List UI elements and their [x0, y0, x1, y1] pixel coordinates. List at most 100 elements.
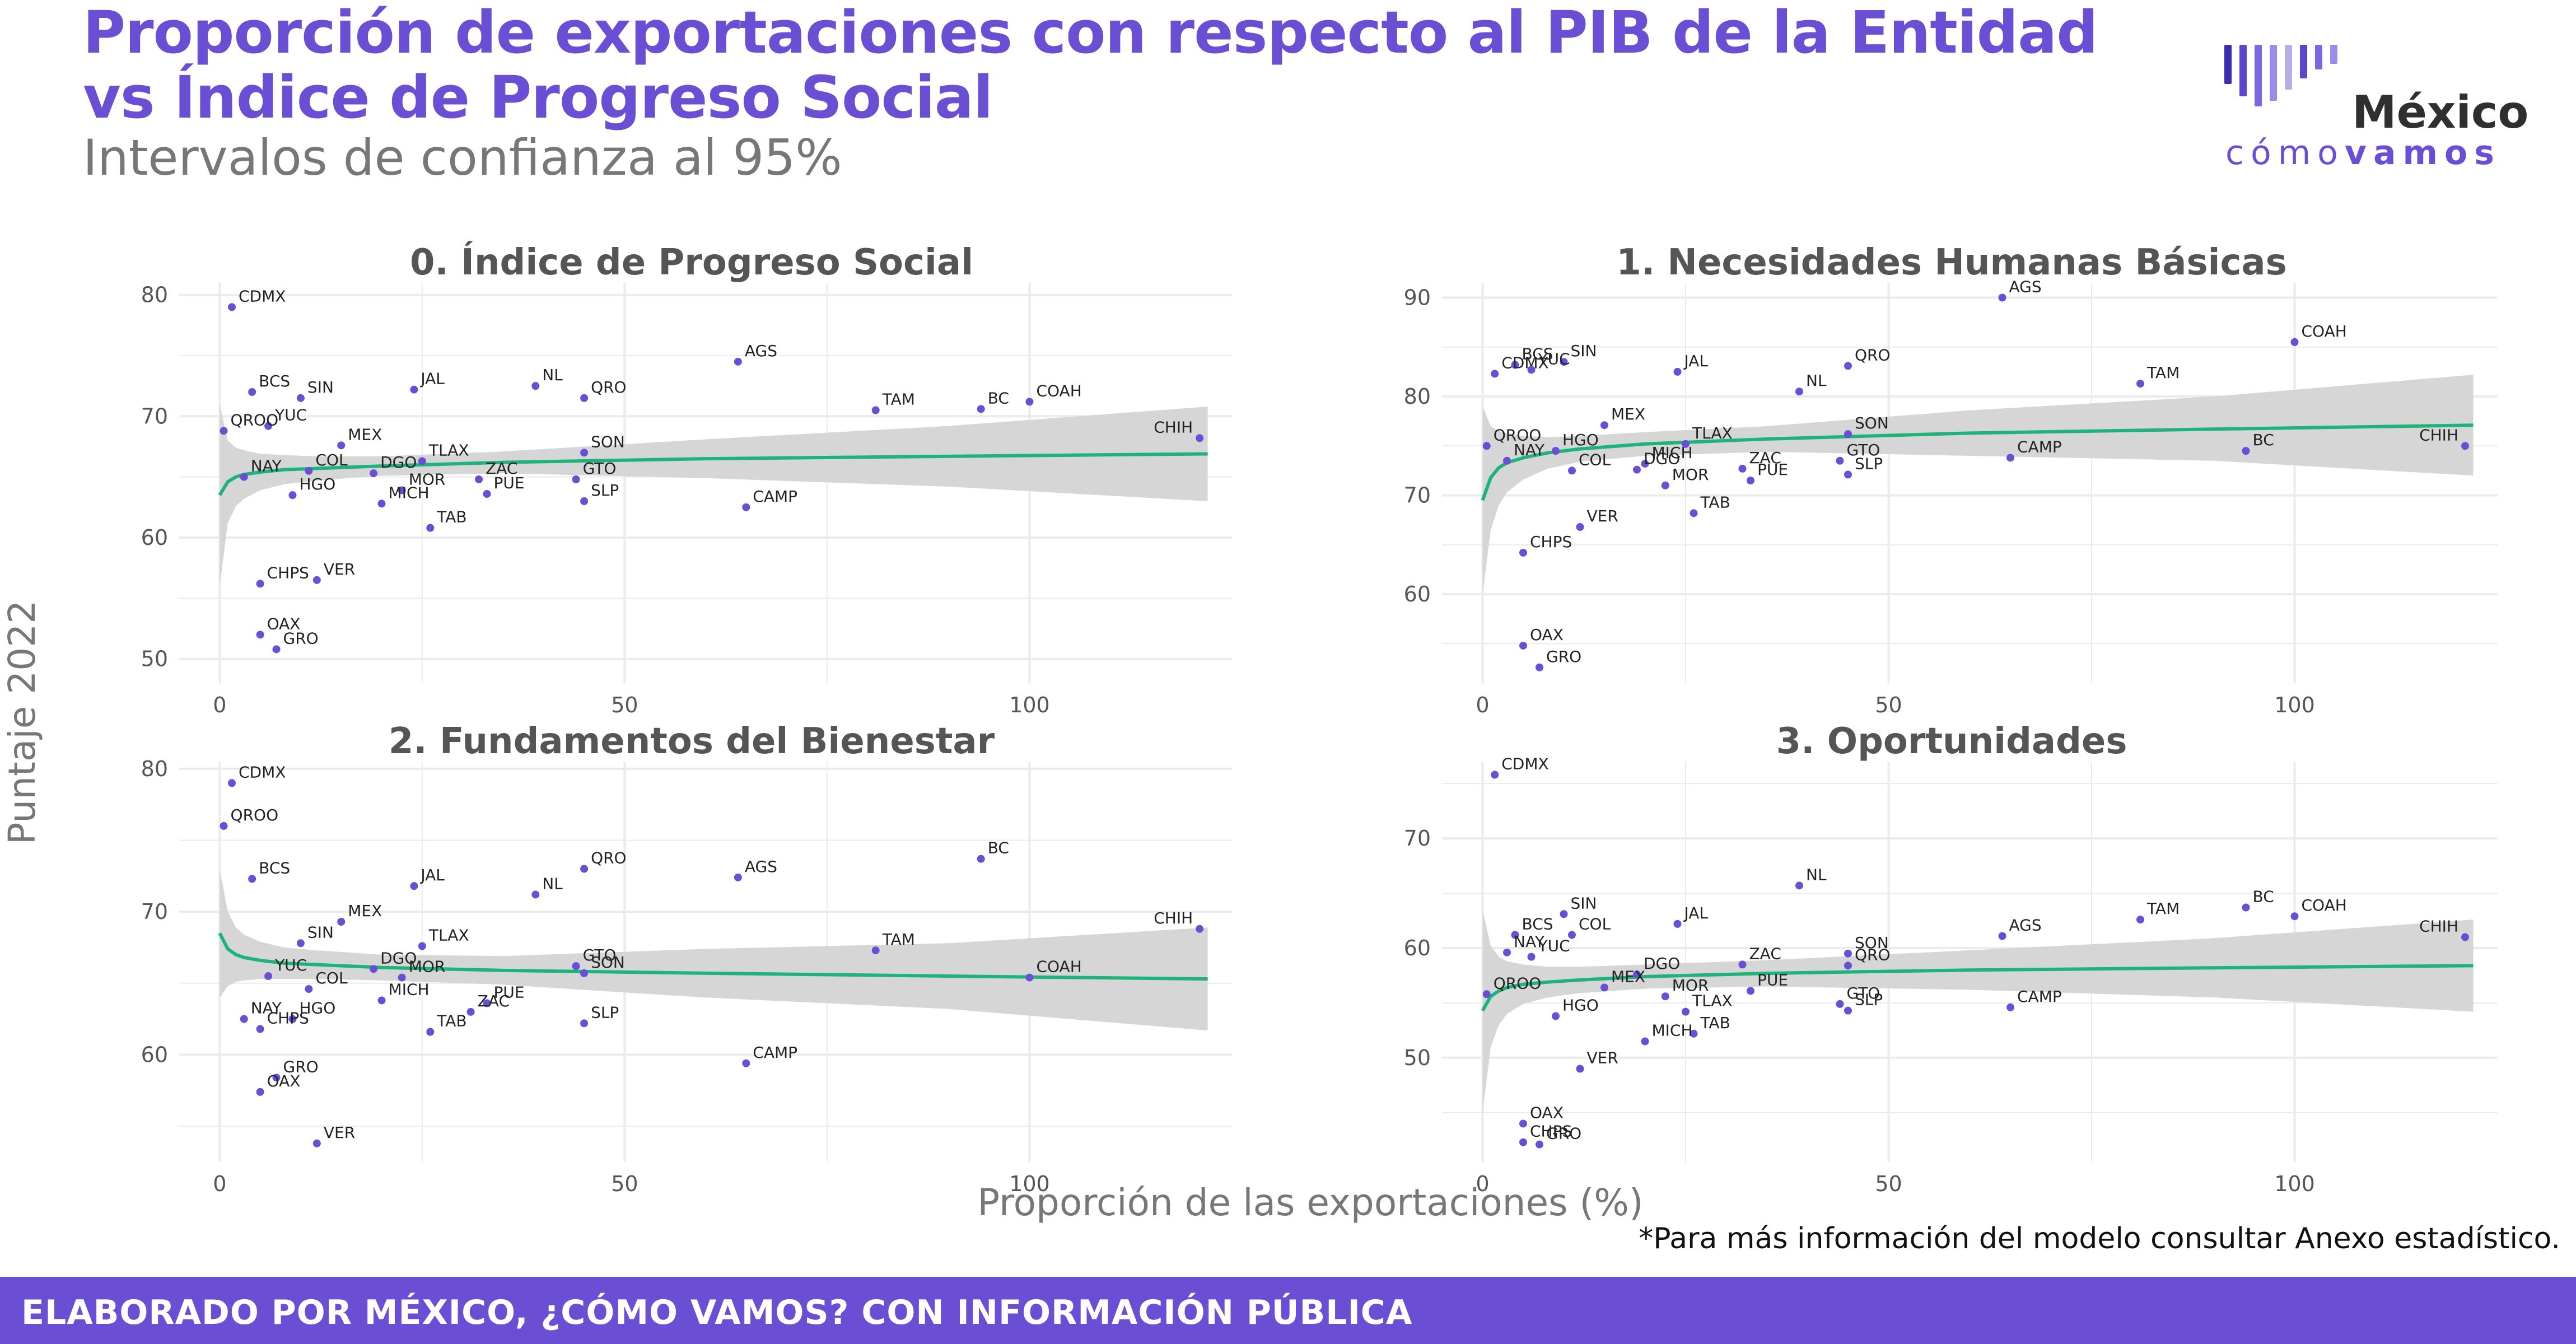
point-label: QRO — [1855, 346, 1891, 364]
data-point — [977, 405, 985, 413]
data-point — [466, 1007, 475, 1016]
data-point — [1795, 881, 1803, 890]
data-point — [1482, 990, 1491, 998]
data-point — [296, 394, 305, 402]
point-label: CHPS — [1530, 1122, 1572, 1141]
title-line-1: Proporción de exportaciones con respecto… — [83, 0, 2098, 67]
data-point — [1519, 641, 1527, 650]
point-label: ZAC — [1749, 449, 1781, 467]
point-label: SON — [1855, 934, 1889, 952]
footer-credit: ELABORADO POR MÉXICO, ¿CÓMO VAMOS? CON I… — [21, 1293, 1413, 1332]
point-label: MEX — [348, 902, 382, 920]
point-label: SIN — [1571, 342, 1597, 360]
data-point — [240, 473, 248, 481]
data-point — [871, 406, 880, 414]
point-label: VER — [1587, 1048, 1618, 1067]
logo-tagline: cómovamos — [2225, 134, 2501, 171]
data-point — [742, 503, 750, 511]
logo-bar — [2239, 45, 2247, 96]
data-point — [220, 822, 228, 830]
data-point — [1511, 361, 1519, 369]
data-point — [426, 524, 435, 532]
point-label: JAL — [419, 370, 445, 388]
point-label: SIN — [307, 378, 334, 396]
data-point — [1641, 460, 1649, 468]
data-point — [1536, 663, 1543, 671]
point-label: CHPS — [267, 563, 309, 582]
point-label: VER — [1587, 507, 1618, 525]
confidence-band — [1482, 909, 2474, 1113]
data-point — [256, 1088, 264, 1096]
data-point — [1673, 920, 1682, 928]
point-label: QROO — [1494, 426, 1542, 444]
data-point — [264, 972, 273, 981]
data-point — [2242, 447, 2250, 455]
data-point — [370, 965, 378, 973]
point-label: YUC — [274, 406, 307, 424]
data-point — [305, 466, 313, 475]
point-label: ZAC — [1749, 944, 1781, 963]
data-point — [734, 357, 742, 366]
data-point — [1491, 370, 1499, 378]
x-tick-label: 100 — [2274, 1172, 2315, 1196]
point-label: GTO — [583, 946, 617, 964]
data-point — [288, 1015, 297, 1023]
y-tick-label: 80 — [1404, 384, 1431, 409]
data-point — [426, 1028, 435, 1036]
point-label: CHIH — [1154, 418, 1193, 436]
point-label: MICH — [1652, 1021, 1693, 1040]
data-point — [296, 939, 305, 948]
data-point — [2461, 933, 2469, 941]
point-label: NAY — [251, 457, 282, 475]
point-label: SLP — [1855, 454, 1883, 473]
point-label: NL — [1806, 371, 1827, 390]
data-point — [1560, 910, 1568, 918]
data-point — [1600, 983, 1608, 992]
point-label: PUE — [494, 983, 525, 1002]
point-label: SIN — [307, 923, 334, 941]
confidence-band — [220, 869, 1208, 1031]
y-tick-label: 60 — [141, 525, 168, 550]
data-point — [288, 491, 297, 500]
point-label: COAH — [2302, 896, 2347, 914]
point-label: HGO — [1562, 431, 1599, 449]
panel-title: 2. Fundamentos del Bienestar — [389, 721, 995, 762]
logo-bar — [2224, 45, 2232, 84]
panel-2: 0 50 100 60 70 80 2. Fundamentos del Bienestar… — [141, 721, 1232, 1196]
point-label: MOR — [1672, 976, 1709, 995]
panel-title: 3. Oportunidades — [1776, 721, 2127, 762]
point-label: JAL — [1683, 352, 1709, 370]
point-label: DGO — [380, 453, 417, 472]
point-label: CDMX — [239, 763, 286, 781]
point-label: SON — [591, 432, 625, 451]
point-label: COL — [1579, 450, 1611, 469]
data-point — [228, 303, 236, 311]
data-point — [312, 576, 321, 584]
point-label: TAB — [1700, 493, 1730, 511]
x-axis-label: Proporción de las exportaciones (%) — [977, 1181, 1643, 1224]
y-tick-label: 60 — [1404, 582, 1431, 606]
y-tick-label: 50 — [141, 647, 168, 671]
point-label: MICH — [1652, 444, 1693, 462]
data-point — [1661, 992, 1669, 1001]
data-point — [1576, 1065, 1584, 1073]
data-point — [370, 469, 378, 478]
point-label: COL — [315, 969, 348, 987]
logo-bars-icon — [2224, 45, 2337, 106]
data-point — [1503, 456, 1511, 465]
point-label: SLP — [591, 481, 619, 500]
data-point — [1025, 973, 1034, 982]
point-label: TLAX — [1692, 424, 1733, 442]
point-label: MOR — [1672, 465, 1709, 484]
point-label: COAH — [2302, 322, 2347, 340]
point-label: TAB — [436, 508, 466, 526]
point-label: QRO — [591, 378, 627, 396]
data-point — [248, 388, 256, 396]
point-label: CAMP — [2017, 987, 2062, 1006]
point-label: AGS — [745, 342, 777, 360]
data-point — [398, 973, 406, 982]
data-point — [2290, 912, 2299, 921]
point-label: SIN — [1571, 894, 1597, 912]
data-point — [1844, 362, 1852, 370]
point-label: BC — [988, 839, 1009, 857]
